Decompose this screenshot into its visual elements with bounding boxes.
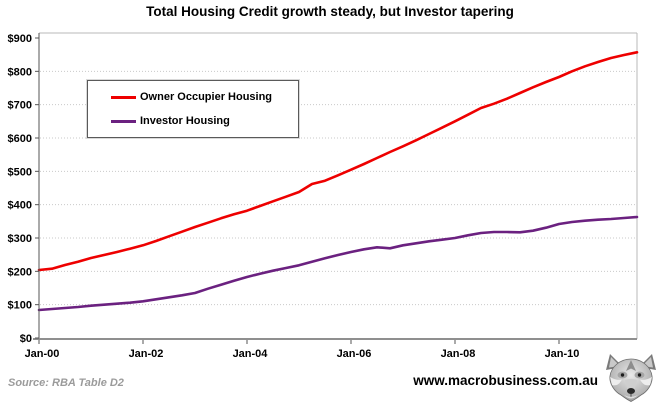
source-note: Source: RBA Table D2 — [8, 377, 124, 389]
legend-label-owner-occupier: Owner Occupier Housing — [140, 91, 273, 103]
wolf-head-icon — [606, 354, 656, 402]
x-tick-label: Jan-04 — [233, 348, 269, 360]
legend-line-swatch-owner-occupier — [111, 95, 136, 99]
x-tick-label: Jan-06 — [337, 348, 372, 360]
legend-label-investor: Investor Housing — [140, 115, 230, 127]
x-tick-label: Jan-02 — [129, 348, 164, 360]
legend-line-swatch-investor — [111, 119, 136, 123]
chart-legend: Owner Occupier Housing Investor Housing — [87, 80, 299, 138]
y-tick-label: $600 — [8, 133, 32, 145]
y-tick-label: $900 — [8, 33, 32, 45]
x-tick-label: Jan-00 — [25, 348, 60, 360]
y-tick-label: $500 — [8, 166, 32, 178]
investor-line — [37, 215, 639, 312]
y-tick-label: $100 — [8, 300, 32, 312]
x-tick-label: Jan-10 — [545, 348, 580, 360]
y-tick-label: $200 — [8, 266, 32, 278]
y-tick-label: $400 — [8, 200, 32, 212]
y-tick-label: $800 — [8, 66, 32, 78]
legend-item-investor: Investor Housing — [111, 115, 298, 127]
owner-occupier-line — [37, 50, 639, 272]
y-tick-label: $700 — [8, 100, 32, 112]
y-tick-label: $0 — [20, 333, 32, 345]
legend-item-owner-occupier: Owner Occupier Housing — [111, 91, 298, 103]
y-tick-label: $300 — [8, 233, 32, 245]
website-url: www.macrobusiness.com.au — [413, 373, 598, 388]
chart-title: Total Housing Credit growth steady, but … — [146, 4, 514, 19]
x-tick-label: Jan-08 — [441, 348, 476, 360]
